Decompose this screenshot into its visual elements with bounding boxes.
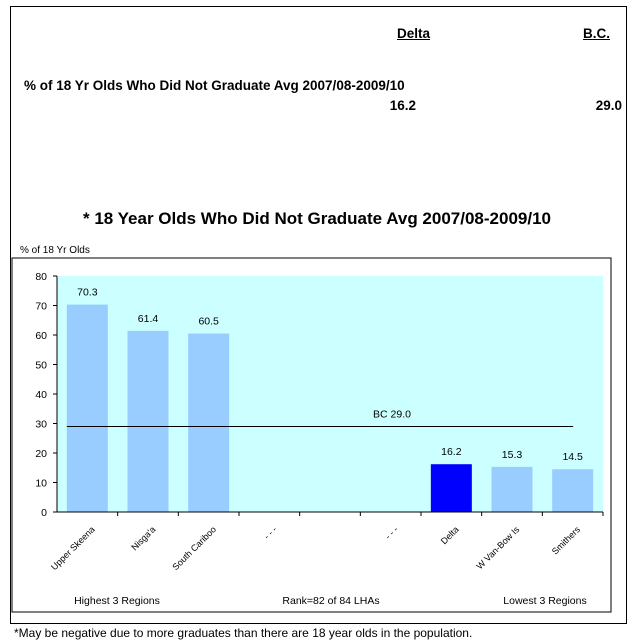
bar-value-label: 61.4 [138,313,159,325]
chart-title: * 18 Year Olds Who Did Not Graduate Avg … [82,209,551,228]
y-axis-unit-label: % of 18 Yr Olds [20,245,90,256]
metric-value-delta: 16.2 [389,98,416,113]
bar-value-label: 60.5 [198,316,219,328]
y-tick-label: 30 [35,419,47,431]
bar-value-label: 16.2 [441,446,462,458]
column-header-bc: B.C. [583,26,610,41]
y-tick-label: 80 [35,271,47,283]
report-frame [10,6,627,624]
metric-label: % of 18 Yr Olds Who Did Not Graduate Avg… [24,78,405,93]
bar [127,330,169,512]
bar-value-label: 15.3 [502,449,523,461]
bar-value-label: 70.3 [77,287,98,299]
y-tick-label: 20 [35,448,47,460]
bar [188,333,230,512]
y-tick-label: 60 [35,330,47,342]
bar [66,304,108,512]
bar [430,464,472,512]
y-tick-label: 0 [41,507,47,519]
bar [491,466,533,512]
y-tick-label: 10 [35,478,47,490]
note-lowest-regions: Lowest 3 Regions [503,595,586,607]
column-header-delta: Delta [397,26,431,41]
bar [552,469,594,512]
footnote: *May be negative due to more graduates t… [14,626,473,640]
y-tick-label: 70 [35,301,47,313]
note-highest-regions: Highest 3 Regions [74,595,160,607]
bc-reference-label: BC 29.0 [373,408,411,420]
y-tick-label: 50 [35,360,47,372]
y-tick-label: 40 [35,389,47,401]
note-rank: Rank=82 of 84 LHAs [282,595,379,607]
bar-value-label: 14.5 [562,451,583,463]
metric-value-bc: 29.0 [595,98,622,113]
